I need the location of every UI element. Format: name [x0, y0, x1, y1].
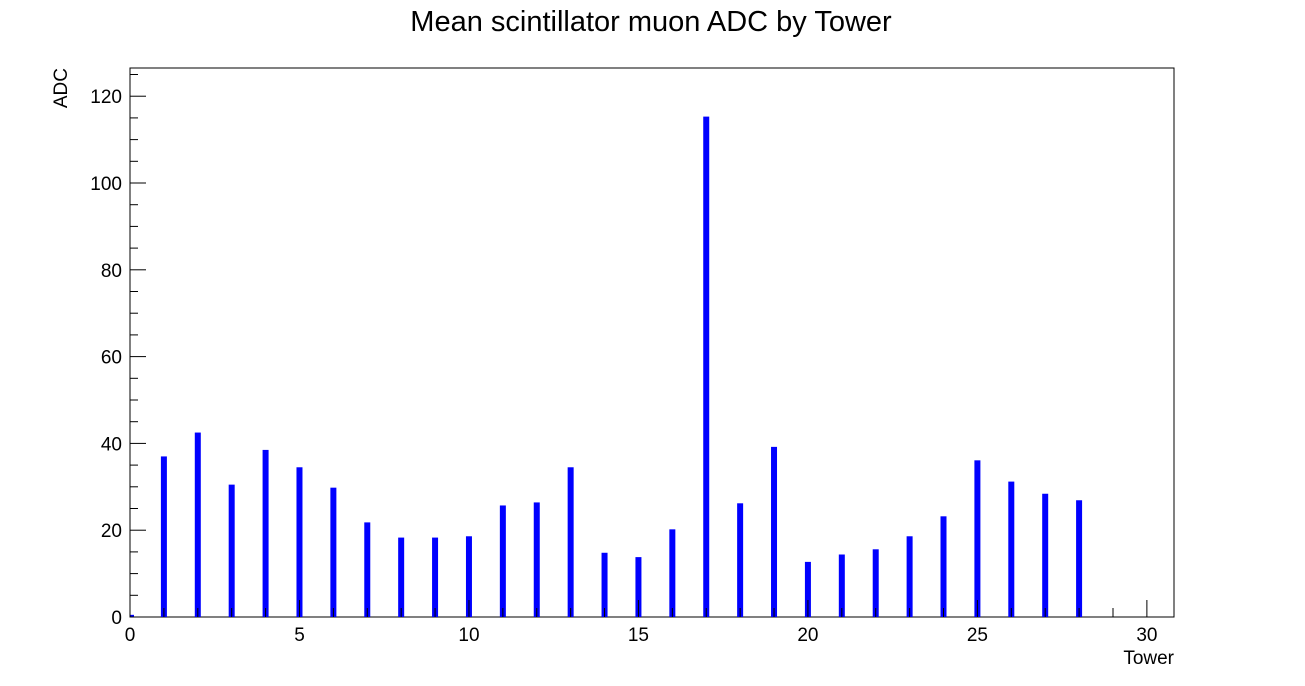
y-tick-label: 0: [111, 608, 122, 629]
bar-tower-26: [1008, 481, 1015, 617]
x-tick-label: 5: [294, 625, 305, 646]
bar-tower-9: [432, 537, 439, 617]
bar-tower-8: [398, 537, 405, 617]
chart-title: Mean scintillator muon ADC by Tower: [410, 6, 892, 38]
bar-tower-11: [499, 505, 506, 617]
bar-tower-20: [804, 561, 811, 617]
bar-tower-15: [635, 557, 642, 617]
bar-tower-4: [262, 449, 269, 617]
bar-tower-18: [737, 503, 744, 617]
plot-frame: [129, 67, 1175, 618]
y-tick-label: 100: [90, 174, 122, 195]
x-axis-label: Tower: [1123, 648, 1174, 669]
bar-tower-23: [906, 536, 913, 617]
bar-tower-13: [567, 467, 574, 617]
x-tick-label: 20: [797, 625, 818, 646]
x-tick-label: 30: [1136, 625, 1157, 646]
x-axis: 0 5 10 15 20 25 30: [125, 600, 1157, 646]
bar-tower-24: [940, 516, 947, 617]
bar-tower-2: [194, 432, 201, 617]
x-tick-label: 25: [967, 625, 988, 646]
bar-tower-22: [872, 549, 879, 617]
bar-tower-19: [771, 446, 778, 617]
y-tick-label: 20: [101, 521, 122, 542]
y-tick-label: 120: [90, 87, 122, 108]
bar-tower-14: [601, 552, 608, 617]
bar-tower-10: [465, 536, 472, 617]
bar-tower-12: [533, 502, 540, 617]
bar-tower-5: [296, 467, 303, 617]
bar-tower-7: [364, 522, 371, 617]
bar-tower-27: [1042, 493, 1049, 617]
x-tick-label: 0: [125, 625, 136, 646]
bar-tower-17: [703, 116, 710, 617]
bar-tower-1: [160, 456, 167, 617]
bar-tower-6: [330, 487, 337, 617]
bar-tower-28: [1076, 500, 1083, 617]
bar-tower-0: [130, 614, 134, 617]
y-axis: 0 20 40 60 80 100 120: [90, 74, 146, 629]
bar-tower-25: [974, 460, 981, 617]
y-tick-label: 80: [101, 261, 122, 282]
y-tick-label: 60: [101, 348, 122, 369]
bar-tower-21: [838, 554, 845, 617]
x-tick-label: 15: [628, 625, 649, 646]
bars-group: [130, 116, 1083, 617]
y-tick-label: 40: [101, 434, 122, 455]
y-axis-label: ADC: [51, 68, 72, 108]
bar-tower-3: [228, 484, 235, 617]
x-tick-label: 10: [458, 625, 479, 646]
bar-tower-16: [669, 529, 676, 617]
